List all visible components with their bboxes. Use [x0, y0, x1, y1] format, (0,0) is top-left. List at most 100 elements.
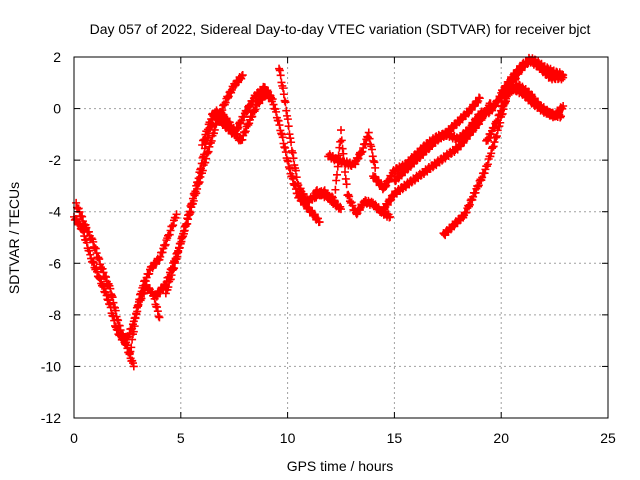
- data-point: [556, 113, 565, 122]
- data-point: [332, 170, 341, 179]
- data-series: [125, 280, 164, 359]
- data-point: [175, 243, 184, 252]
- data-point: [494, 111, 503, 120]
- data-point: [133, 307, 142, 316]
- x-tick-label: 20: [493, 430, 509, 446]
- data-point: [145, 269, 154, 278]
- data-point: [487, 130, 496, 139]
- data-point: [235, 118, 244, 127]
- data-point: [87, 234, 96, 243]
- data-point: [164, 283, 173, 292]
- data-point: [172, 210, 181, 219]
- data-point: [116, 326, 125, 335]
- data-point: [465, 200, 474, 209]
- data-point: [165, 230, 174, 239]
- data-point: [348, 201, 357, 210]
- data-point: [282, 106, 291, 115]
- data-point: [483, 160, 492, 169]
- data-point: [119, 331, 128, 340]
- data-point: [280, 96, 289, 105]
- data-point: [492, 117, 501, 126]
- data-series: [497, 54, 568, 97]
- data-point: [337, 126, 345, 135]
- data-point: [155, 313, 164, 322]
- data-point: [336, 137, 345, 146]
- data-point: [484, 105, 493, 114]
- data-point: [166, 275, 175, 284]
- data-point: [557, 112, 566, 121]
- plot-frame: [73, 56, 609, 419]
- data-point: [171, 213, 180, 222]
- data-point: [269, 100, 278, 109]
- data-point: [489, 142, 498, 151]
- data-point: [292, 173, 301, 182]
- data-point: [279, 84, 288, 93]
- data-point: [201, 158, 210, 167]
- data-point: [493, 116, 502, 125]
- data-point: [170, 264, 179, 273]
- data-point: [559, 101, 568, 110]
- data-point: [275, 66, 284, 75]
- data-point: [381, 182, 390, 191]
- data-point: [89, 258, 98, 267]
- data-point: [85, 246, 94, 255]
- data-point: [263, 86, 272, 95]
- data-point: [137, 294, 146, 303]
- data-point: [272, 107, 281, 116]
- data-point: [96, 263, 105, 272]
- data-point: [490, 123, 499, 132]
- data-point: [502, 83, 511, 92]
- x-axis-label: GPS time / hours: [287, 458, 394, 474]
- x-tick-label: 0: [70, 430, 78, 446]
- data-point: [331, 185, 340, 194]
- data-point: [283, 115, 292, 124]
- data-point: [464, 201, 473, 210]
- data-point: [341, 174, 350, 183]
- data-point: [98, 264, 107, 273]
- data-series: [324, 128, 380, 172]
- data-point: [94, 253, 103, 262]
- data-point: [383, 176, 392, 185]
- data-point: [364, 128, 373, 137]
- data-point: [289, 154, 298, 163]
- data-point: [188, 194, 197, 203]
- data-point: [291, 166, 300, 175]
- data-point: [190, 189, 199, 198]
- data-point: [328, 192, 337, 201]
- data-point: [337, 136, 346, 145]
- data-point: [185, 207, 194, 216]
- data-point: [153, 307, 162, 316]
- data-point: [78, 212, 87, 221]
- data-point: [170, 259, 179, 268]
- data-point: [179, 232, 188, 241]
- data-point: [244, 101, 253, 110]
- data-point: [483, 135, 492, 144]
- x-tick-label: 5: [177, 430, 185, 446]
- data-point: [241, 127, 250, 136]
- y-tick-label: -10: [41, 358, 61, 374]
- data-point: [153, 303, 162, 312]
- data-point: [169, 265, 178, 274]
- data-point: [332, 176, 341, 185]
- data-point: [74, 204, 83, 213]
- data-point: [244, 120, 253, 129]
- data-point: [182, 219, 191, 228]
- data-point: [200, 135, 209, 144]
- data-point: [475, 120, 484, 129]
- data-point: [233, 125, 242, 134]
- data-point: [344, 190, 353, 199]
- data-point: [464, 202, 473, 211]
- data-point: [95, 255, 104, 264]
- data-point: [471, 188, 480, 197]
- data-point: [284, 122, 293, 131]
- data-point: [238, 71, 247, 80]
- data-point: [128, 335, 137, 344]
- data-point: [72, 198, 81, 207]
- data-point: [130, 322, 139, 331]
- data-point: [277, 78, 286, 87]
- y-axis-label: SDTVAR / TECUs: [6, 182, 22, 294]
- data-point: [488, 106, 497, 115]
- data-point: [359, 143, 368, 152]
- x-tick-label: 10: [280, 430, 296, 446]
